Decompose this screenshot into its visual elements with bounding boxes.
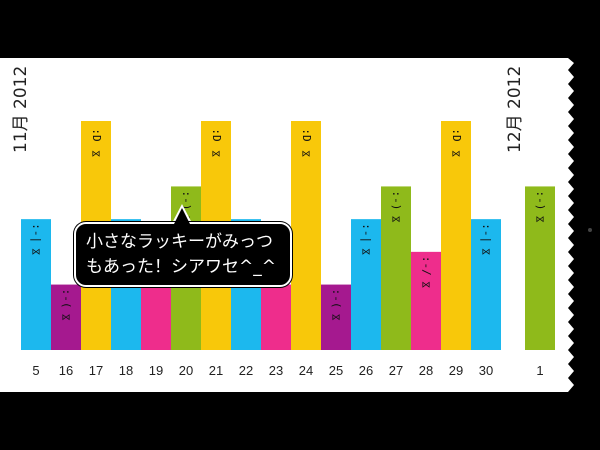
bowtie-icon: ⋈ <box>422 280 431 290</box>
bowtie-icon: ⋈ <box>92 150 101 160</box>
bar-rect <box>141 284 171 350</box>
x-tick-label: 27 <box>389 363 403 378</box>
x-tick-label: 29 <box>449 363 463 378</box>
face-happy_big-icon: :D <box>450 128 463 141</box>
bar-day-1[interactable]: :-) ⋈ <box>525 186 555 350</box>
x-tick-label: 5 <box>32 363 39 378</box>
x-tick-label: 28 <box>419 363 433 378</box>
x-tick-label: 17 <box>89 363 103 378</box>
bar-day-16[interactable]: :-( ⋈ <box>51 284 81 350</box>
bar-rect <box>291 121 321 350</box>
bar-rect <box>21 219 51 350</box>
bowtie-icon: ⋈ <box>332 313 341 323</box>
face-sad-icon: :-( <box>60 289 73 309</box>
face-neutral-icon: :-| <box>30 223 43 243</box>
x-tick-label: 16 <box>59 363 73 378</box>
bar-rect <box>321 284 351 350</box>
bar-day-27[interactable]: :-) ⋈ <box>381 186 411 350</box>
bar-group: :-|⋈:-(⋈:D⋈:-|⋈:-)⋈:D⋈:-|⋈:D⋈:-(⋈:-|⋈:-)… <box>21 121 555 350</box>
bar-day-26[interactable]: :-| ⋈ <box>351 219 381 350</box>
bowtie-icon: ⋈ <box>536 215 545 225</box>
face-happy-icon: :-) <box>534 190 547 210</box>
bar-day-19[interactable] <box>141 284 171 350</box>
x-tick-label: 20 <box>179 363 193 378</box>
bar-rect <box>51 284 81 350</box>
face-happy_big-icon: :D <box>90 128 103 141</box>
face-happy-icon: :-) <box>390 190 403 210</box>
face-meh-icon: :-/ <box>420 256 433 276</box>
bowtie-icon: ⋈ <box>452 150 461 160</box>
x-tick-label: 24 <box>299 363 313 378</box>
bar-day-5[interactable]: :-| ⋈ <box>21 219 51 350</box>
bar-rect <box>441 121 471 350</box>
bar-rect <box>351 219 381 350</box>
bar-rect <box>471 219 501 350</box>
bar-rect <box>261 284 291 350</box>
bowtie-icon: ⋈ <box>392 215 401 225</box>
speech-bubble-tail-inner <box>174 208 190 224</box>
bar-day-25[interactable]: :-( ⋈ <box>321 284 351 350</box>
bar-rect <box>381 186 411 350</box>
x-tick-label: 23 <box>269 363 283 378</box>
x-tick-label: 22 <box>239 363 253 378</box>
bowtie-icon: ⋈ <box>62 313 71 323</box>
x-tick-label: 26 <box>359 363 373 378</box>
bowtie-icon: ⋈ <box>302 150 311 160</box>
bowtie-icon: ⋈ <box>212 150 221 160</box>
x-tick-label: 19 <box>149 363 163 378</box>
x-tick-label: 1 <box>536 363 543 378</box>
bar-day-29[interactable]: :D ⋈ <box>441 121 471 350</box>
bar-day-23[interactable] <box>261 284 291 350</box>
month-label-december: 12月 2012 <box>505 65 525 153</box>
face-happy_big-icon: :D <box>210 128 223 141</box>
face-happy_big-icon: :D <box>300 128 313 141</box>
x-tick-labels: 5 16 17 18 19 20 21 22 23 24 25 26 27 28 29 30 1 <box>32 363 543 378</box>
bowtie-icon: ⋈ <box>482 248 491 258</box>
edge-indicator-dot <box>588 228 592 232</box>
bar-day-30[interactable]: :-| ⋈ <box>471 219 501 350</box>
face-neutral-icon: :-| <box>480 223 493 243</box>
bar-rect <box>525 186 555 350</box>
month-label-november: 11月 2012 <box>11 65 31 153</box>
speech-bubble-line-1: 小さなラッキーがみっつ <box>86 232 273 252</box>
bar-day-28[interactable]: :-/ ⋈ <box>411 251 441 350</box>
bar-day-24[interactable]: :D ⋈ <box>291 121 321 350</box>
x-tick-label: 21 <box>209 363 223 378</box>
speech-bubble[interactable]: 小さなラッキーがみっつ もあった！シアワセ^_^ <box>74 222 292 287</box>
x-tick-label: 25 <box>329 363 343 378</box>
x-tick-label: 30 <box>479 363 493 378</box>
bowtie-icon: ⋈ <box>32 248 41 258</box>
face-neutral-icon: :-| <box>360 223 373 243</box>
face-sad-icon: :-( <box>330 289 343 309</box>
bowtie-icon: ⋈ <box>362 248 371 258</box>
bar-rect <box>411 251 441 350</box>
speech-bubble-line-2: もあった！シアワセ^_^ <box>86 257 276 277</box>
x-tick-label: 18 <box>119 363 133 378</box>
